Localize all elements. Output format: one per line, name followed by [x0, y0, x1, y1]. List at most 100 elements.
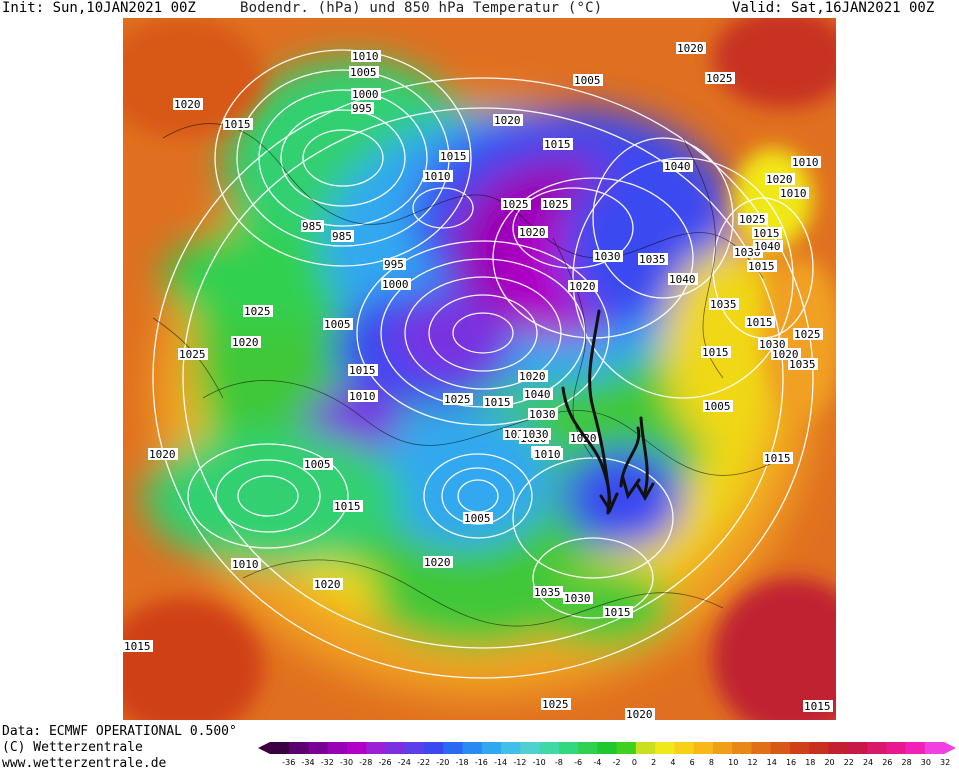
colorbar-tick-label: -34 [302, 758, 315, 767]
svg-text:1020: 1020 [314, 578, 341, 591]
colorbar-tick-label: -26 [379, 758, 392, 767]
svg-text:1025: 1025 [542, 198, 569, 211]
isobar-label: 1020 [313, 578, 343, 591]
isobar-label: 1015 [763, 452, 793, 465]
isobar-label: 1005 [573, 74, 603, 87]
isobar-label: 1015 [747, 260, 777, 273]
colorbar-swatch [289, 742, 310, 754]
svg-text:1005: 1005 [464, 512, 491, 525]
svg-text:1005: 1005 [704, 400, 731, 413]
colorbar-swatch [693, 742, 714, 754]
svg-text:1005: 1005 [574, 74, 601, 87]
svg-text:1015: 1015 [484, 396, 511, 409]
colorbar-swatch [327, 742, 348, 754]
colorbar-swatch [481, 742, 502, 754]
valid-time-label: Valid: Sat,16JAN2021 00Z [732, 0, 935, 16]
svg-text:1025: 1025 [244, 305, 271, 318]
colorbar-tick-label: -30 [340, 758, 353, 767]
colorbar-swatch [924, 742, 945, 754]
arrow-4 [639, 416, 649, 495]
isobar-label: 1025 [178, 348, 208, 361]
isobar-label: 1030 [593, 250, 623, 263]
isobar-label: 1005 [323, 318, 353, 331]
colorbar-swatch [462, 742, 483, 754]
init-time-label: Init: Sun,10JAN2021 00Z [2, 0, 196, 16]
isobar-label: 1015 [745, 316, 775, 329]
svg-text:1030: 1030 [564, 592, 591, 605]
svg-text:995: 995 [384, 258, 404, 271]
website-link[interactable]: www.wetterzentrale.de [2, 756, 167, 771]
svg-text:1025: 1025 [179, 348, 206, 361]
isobar-label: 995 [383, 258, 406, 271]
svg-text:1015: 1015 [440, 150, 467, 163]
colorbar-tick-label: 28 [901, 758, 911, 767]
isobar-label: 1015 [123, 640, 153, 653]
svg-text:1015: 1015 [604, 606, 631, 619]
isobar-label: 1025 [541, 698, 571, 711]
chart-title: Bodendr. (hPa) und 850 hPa Temperatur (°… [240, 0, 603, 16]
isobar-label: 1025 [793, 328, 823, 341]
colorbar-tick-label: 8 [709, 758, 714, 767]
isobar-label: 1030 [521, 428, 551, 441]
colorbar-tick-label: -8 [555, 758, 563, 767]
colorbar-right-arrow [944, 742, 956, 754]
isobar-label: 1010 [351, 50, 381, 63]
svg-text:1020: 1020 [174, 98, 201, 111]
colorbar-tick-label: -20 [436, 758, 449, 767]
colorbar-tick-label: 26 [882, 758, 892, 767]
svg-text:1015: 1015 [334, 500, 361, 513]
colorbar-swatch [308, 742, 329, 754]
svg-text:1025: 1025 [794, 328, 821, 341]
isobar-label: 1020 [423, 556, 453, 569]
colorbar-swatch [809, 742, 829, 754]
colorbar-tick-label: -28 [359, 758, 372, 767]
isobar-label: 1035 [788, 358, 818, 371]
svg-text:1015: 1015 [224, 118, 251, 131]
svg-text:1015: 1015 [804, 700, 831, 713]
colorbar-swatch [347, 742, 367, 754]
isobar-label: 1025 [501, 198, 531, 211]
colorbar-tick-label: 12 [747, 758, 757, 767]
arrow-2 [561, 386, 611, 515]
colorbar-swatch [520, 742, 541, 754]
svg-text:1010: 1010 [792, 156, 819, 169]
colorbar-tick-label: -14 [494, 758, 507, 767]
svg-text:1010: 1010 [534, 448, 561, 461]
isobar-label: 1030 [563, 592, 593, 605]
colorbar-tick-label: 20 [824, 758, 834, 767]
svg-text:1020: 1020 [569, 280, 596, 293]
svg-text:1015: 1015 [753, 227, 780, 240]
svg-text:1030: 1030 [759, 338, 786, 351]
svg-text:1015: 1015 [746, 316, 773, 329]
isobar-label: 1000 [381, 278, 411, 291]
isobar-label: 985 [331, 230, 354, 243]
colorbar-swatch [905, 742, 926, 754]
colorbar-swatch [616, 742, 637, 754]
copyright-label: (C) Wetterzentrale [2, 740, 143, 755]
isobar-label: 1020 [625, 708, 655, 720]
colorbar-tick-label: 10 [728, 758, 738, 767]
isobar-label: 1025 [541, 198, 571, 211]
colorbar-swatch [789, 742, 810, 754]
colorbar-swatch [635, 742, 656, 754]
svg-text:1010: 1010 [780, 187, 807, 200]
isobar-label: 1035 [638, 253, 668, 266]
colorbar-swatch [655, 742, 675, 754]
colorbar-swatch [558, 742, 579, 754]
isobar-label: 1040 [523, 388, 553, 401]
colorbar-tick-label: -4 [593, 758, 601, 767]
isobar-label: 1025 [705, 72, 735, 85]
svg-text:1020: 1020 [772, 348, 799, 361]
svg-text:1000: 1000 [352, 88, 379, 101]
isobar-label: 1015 [701, 346, 731, 359]
colorbar-tick-label: 24 [863, 758, 873, 767]
svg-text:1035: 1035 [534, 586, 561, 599]
colorbar-tick-label: 14 [767, 758, 777, 767]
svg-text:1005: 1005 [324, 318, 351, 331]
colorbar-tick-label: 2 [651, 758, 656, 767]
colorbar-tick-label: 16 [786, 758, 796, 767]
isobar-label-group: 1010100510009951020102510201015100510201… [123, 42, 833, 720]
isobar-label: 1020 [765, 173, 795, 186]
svg-text:1035: 1035 [789, 358, 816, 371]
isobar-label: 1010 [533, 448, 563, 461]
